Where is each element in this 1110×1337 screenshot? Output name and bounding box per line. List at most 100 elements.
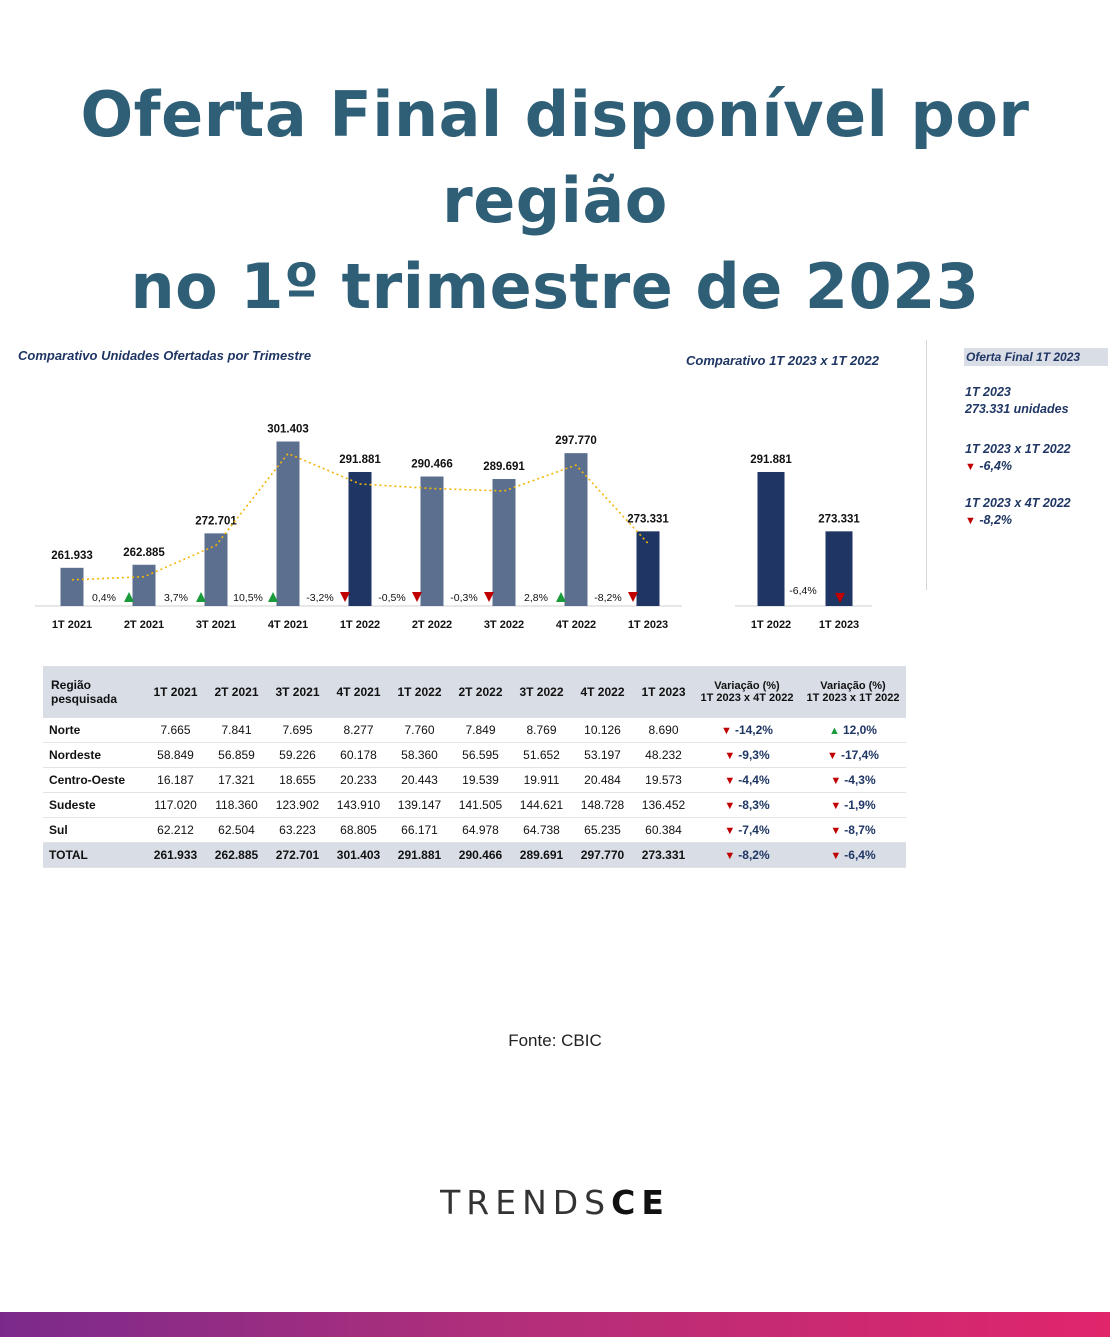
side-panel-cmp2-block: 1T 2023 x 4T 2022 ▼ -8,2% [965, 495, 1071, 530]
var2-cell: ▼ -8,7% [800, 817, 906, 843]
bar [564, 453, 588, 606]
header-period: 2T 2022 [450, 666, 511, 718]
bar-value-label: 289.691 [483, 461, 525, 473]
bar [492, 478, 516, 606]
bar-value-label: 272.701 [195, 515, 237, 527]
value-cell: 123.902 [267, 792, 328, 818]
side-panel: Oferta Final 1T 2023 1T 2023 273.331 uni… [926, 340, 1110, 590]
header-period: 1T 2023 [633, 666, 694, 718]
value-cell: 144.621 [511, 792, 572, 818]
down-arrow-icon: ▼ [965, 515, 976, 527]
region-cell: Norte [43, 718, 145, 743]
value-cell: 19.573 [633, 767, 694, 793]
side-panel-units: 273.331 unidades [965, 402, 1069, 416]
var1-value: -14,2% [734, 723, 773, 737]
header-period: 4T 2022 [572, 666, 633, 718]
value-cell: 139.147 [389, 792, 450, 818]
down-arrow-icon: ▼ [724, 750, 739, 762]
up-arrow-icon [124, 592, 134, 602]
var2-cell: ▲ 12,0% [800, 718, 906, 743]
variation-label: 0,4% [92, 592, 116, 604]
bar-value-label: 301.403 [267, 424, 309, 436]
var1-cell: ▼ -14,2% [694, 718, 800, 743]
chart-comparison: 291.881 1T 2022 273.331 1T 2023 -6,4% [735, 454, 872, 631]
x-tick-label: 3T 2022 [484, 619, 524, 631]
value-cell: 8.690 [633, 718, 694, 743]
value-cell: 7.695 [267, 718, 328, 743]
trendsce-logo: TRENDSCE [0, 1183, 1110, 1222]
value-cell: 65.235 [572, 817, 633, 843]
up-arrow-icon [556, 592, 566, 602]
down-arrow-icon: ▼ [830, 825, 845, 837]
value-cell: 48.232 [633, 742, 694, 768]
value-cell: 297.770 [572, 842, 633, 868]
value-cell: 56.595 [450, 742, 511, 768]
bar [348, 471, 372, 606]
value-cell: 19.539 [450, 767, 511, 793]
down-arrow-icon [484, 592, 494, 602]
down-arrow-icon: ▼ [721, 725, 735, 737]
header-var1-line2: 1T 2023 x 4T 2022 [700, 692, 794, 704]
header-region-line1: Região [51, 678, 92, 692]
var2-cell: ▼ -17,4% [800, 742, 906, 768]
table-row: Nordeste 58.849 56.859 59.226 60.178 58.360 56… [43, 742, 906, 768]
header-region: Região pesquisada [43, 666, 145, 718]
variation-label: 2,8% [524, 592, 548, 604]
page-title: Oferta Final disponível por região no 1º… [0, 72, 1110, 330]
value-cell: 8.769 [511, 718, 572, 743]
bar [60, 567, 84, 606]
chart-main: 261.933 1T 2021 262.885 2T 2021 272.701 3T 20… [35, 424, 682, 631]
value-cell: 272.701 [267, 842, 328, 868]
down-arrow-icon: ▼ [724, 850, 739, 862]
bottom-gradient-bar [0, 1312, 1110, 1337]
x-tick-label: 4T 2022 [556, 619, 596, 631]
bar-value-label: 291.881 [339, 454, 381, 466]
table-row: Norte 7.665 7.841 7.695 8.277 7.760 7.849 8.769… [43, 718, 906, 743]
table-row: Sudeste 117.020 118.360 123.902 143.910 139.1… [43, 792, 906, 818]
value-cell: 117.020 [145, 792, 206, 818]
logo-text-bold: CE [611, 1183, 670, 1222]
x-tick-label: 2T 2021 [124, 619, 164, 631]
value-cell: 118.360 [206, 792, 267, 818]
bar-value-label: 262.885 [123, 547, 165, 559]
down-arrow-icon: ▼ [965, 461, 976, 473]
up-arrow-icon [268, 592, 278, 602]
var2-value: -4,3% [844, 773, 876, 787]
variation-label: -0,5% [378, 592, 405, 604]
var2-cell: ▼ -6,4% [800, 842, 906, 868]
table-row: Centro-Oeste 16.187 17.321 18.655 20.233 20.4… [43, 767, 906, 793]
variation-label: -3,2% [306, 592, 333, 604]
down-arrow-icon: ▼ [724, 800, 739, 812]
side-panel-cmp2-label: 1T 2023 x 4T 2022 [965, 496, 1071, 510]
table-header-row: Região pesquisada 1T 2021 2T 2021 3T 202… [43, 666, 906, 718]
value-cell: 10.126 [572, 718, 633, 743]
down-arrow-icon: ▼ [724, 775, 739, 787]
up-arrow-icon: ▲ [829, 725, 843, 737]
x-tick-label: 1T 2023 [628, 619, 668, 631]
x-tick-label: 1T 2022 [751, 619, 791, 631]
value-cell: 60.178 [328, 742, 389, 768]
value-cell: 7.849 [450, 718, 511, 743]
down-arrow-icon [412, 592, 422, 602]
value-cell: 7.665 [145, 718, 206, 743]
value-cell: 68.805 [328, 817, 389, 843]
x-tick-label: 2T 2022 [412, 619, 452, 631]
header-var1: Variação (%) 1T 2023 x 4T 2022 [694, 666, 800, 718]
header-var2-line2: 1T 2023 x 1T 2022 [806, 692, 900, 704]
down-arrow-icon: ▼ [830, 775, 845, 787]
side-panel-cmp1-value: -6,4% [979, 459, 1013, 473]
header-period: 1T 2022 [389, 666, 450, 718]
side-panel-title: Oferta Final 1T 2023 [964, 348, 1108, 366]
x-tick-label: 1T 2021 [52, 619, 92, 631]
value-cell: 18.655 [267, 767, 328, 793]
region-cell: Centro-Oeste [43, 767, 145, 793]
variation-label: -8,2% [594, 592, 621, 604]
side-panel-cmp1-block: 1T 2023 x 1T 2022 ▼ -6,4% [965, 441, 1071, 476]
value-cell: 273.331 [633, 842, 694, 868]
var1-cell: ▼ -4,4% [694, 767, 800, 793]
value-cell: 20.484 [572, 767, 633, 793]
var1-cell: ▼ -9,3% [694, 742, 800, 768]
side-panel-cmp2-value: -8,2% [979, 513, 1013, 527]
value-cell: 53.197 [572, 742, 633, 768]
header-var2: Variação (%) 1T 2023 x 1T 2022 [800, 666, 906, 718]
